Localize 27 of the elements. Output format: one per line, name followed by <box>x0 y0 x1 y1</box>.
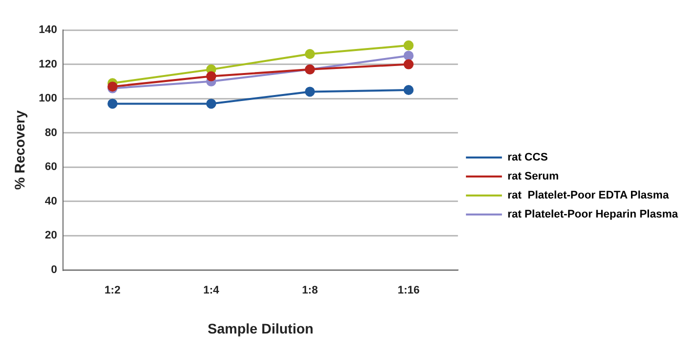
y-tick-label: 140 <box>38 24 58 36</box>
legend-label: rat Platelet-Poor EDTA Plasma <box>507 190 670 202</box>
point <box>404 50 414 61</box>
x-tick-label: 1:16 <box>398 284 420 297</box>
point <box>304 49 315 59</box>
point <box>404 85 414 95</box>
x-axis-title: Sample Dilution <box>208 320 314 336</box>
point <box>206 98 216 109</box>
x-tick-label: 1:8 <box>302 284 318 297</box>
x-tick-label: 1:4 <box>203 284 220 297</box>
y-tick-label: 100 <box>38 92 58 105</box>
legend-label: rat Serum <box>507 170 560 183</box>
point <box>404 59 414 70</box>
x-tick-label: 1:2 <box>104 284 120 297</box>
y-tick-label: 80 <box>44 126 58 139</box>
y-tick-label: 20 <box>44 230 58 242</box>
y-tick-label: 40 <box>44 195 58 208</box>
y-tick-label: 60 <box>44 161 58 174</box>
point <box>404 40 414 50</box>
point <box>108 98 118 109</box>
y-tick-label: 120 <box>38 58 58 70</box>
point <box>304 86 315 97</box>
legend-label: rat Platelet-Poor Heparin Plasma <box>507 208 679 221</box>
y-tick-label: 0 <box>51 264 58 276</box>
point <box>206 71 216 82</box>
legend-label: rat CCS <box>507 152 548 164</box>
y-axis-title: % Recovery <box>11 110 28 190</box>
